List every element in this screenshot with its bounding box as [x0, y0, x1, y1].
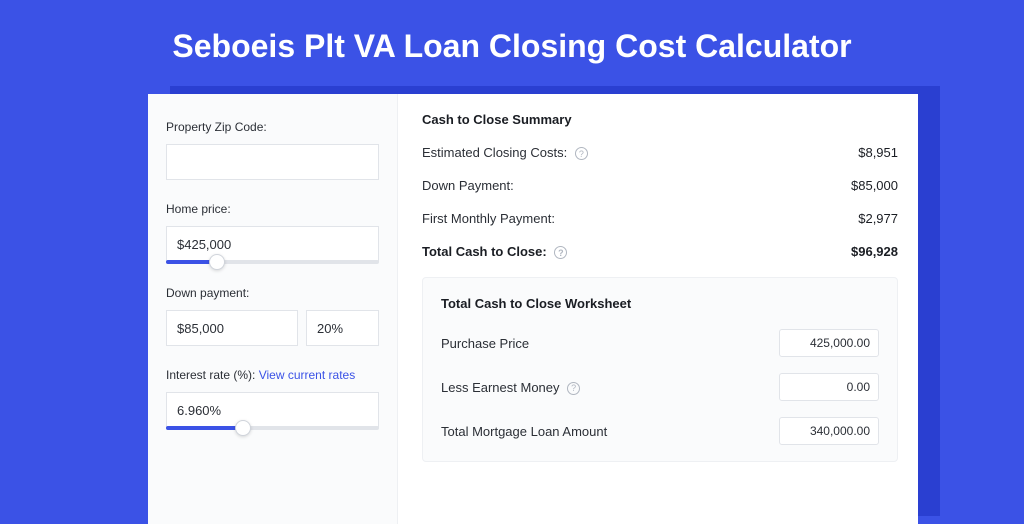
worksheet-value: 340,000.00 — [779, 417, 879, 445]
interest-rate-label: Interest rate (%): View current rates — [166, 368, 379, 382]
worksheet-value: 425,000.00 — [779, 329, 879, 357]
interest-rate-label-text: Interest rate (%): — [166, 368, 255, 382]
help-icon[interactable]: ? — [567, 382, 580, 395]
worksheet-title: Total Cash to Close Worksheet — [441, 296, 879, 311]
summary-row: Estimated Closing Costs: ? $8,951 — [422, 145, 898, 160]
summary-value: $8,951 — [858, 145, 898, 160]
page-title: Seboeis Plt VA Loan Closing Cost Calcula… — [0, 0, 1024, 89]
calculator-card: Property Zip Code: Home price: Down paym… — [148, 94, 918, 524]
zip-input[interactable] — [166, 144, 379, 180]
summary-total-row: Total Cash to Close: ? $96,928 — [422, 244, 898, 259]
down-payment-label: Down payment: — [166, 286, 379, 300]
interest-rate-input[interactable] — [166, 392, 379, 428]
zip-label: Property Zip Code: — [166, 120, 379, 134]
interest-rate-slider[interactable] — [166, 426, 379, 430]
results-panel: Cash to Close Summary Estimated Closing … — [398, 94, 918, 524]
zip-field-group: Property Zip Code: — [166, 120, 379, 180]
summary-row: Down Payment: $85,000 — [422, 178, 898, 193]
worksheet-panel: Total Cash to Close Worksheet Purchase P… — [422, 277, 898, 462]
interest-rate-slider-thumb[interactable] — [235, 420, 251, 436]
home-price-field-group: Home price: — [166, 202, 379, 264]
summary-total-value: $96,928 — [851, 244, 898, 259]
home-price-input[interactable] — [166, 226, 379, 262]
worksheet-label: Less Earnest Money — [441, 380, 560, 395]
down-payment-input[interactable] — [166, 310, 298, 346]
worksheet-row: Total Mortgage Loan Amount 340,000.00 — [441, 417, 879, 445]
worksheet-value: 0.00 — [779, 373, 879, 401]
worksheet-label: Total Mortgage Loan Amount — [441, 424, 607, 439]
summary-label: Estimated Closing Costs: — [422, 145, 567, 160]
summary-value: $85,000 — [851, 178, 898, 193]
summary-row: First Monthly Payment: $2,977 — [422, 211, 898, 226]
view-rates-link[interactable]: View current rates — [259, 368, 356, 382]
interest-rate-slider-fill — [166, 426, 243, 430]
summary-title: Cash to Close Summary — [422, 112, 898, 127]
home-price-slider[interactable] — [166, 260, 379, 264]
summary-label: Down Payment: — [422, 178, 514, 193]
summary-value: $2,977 — [858, 211, 898, 226]
summary-total-label: Total Cash to Close: — [422, 244, 547, 259]
input-panel: Property Zip Code: Home price: Down paym… — [148, 94, 398, 524]
home-price-label: Home price: — [166, 202, 379, 216]
worksheet-label: Purchase Price — [441, 336, 529, 351]
down-payment-pct-input[interactable] — [306, 310, 379, 346]
help-icon[interactable]: ? — [575, 147, 588, 160]
help-icon[interactable]: ? — [554, 246, 567, 259]
worksheet-row: Purchase Price 425,000.00 — [441, 329, 879, 357]
home-price-slider-thumb[interactable] — [209, 254, 225, 270]
worksheet-row: Less Earnest Money ? 0.00 — [441, 373, 879, 401]
summary-label: First Monthly Payment: — [422, 211, 555, 226]
interest-rate-field-group: Interest rate (%): View current rates — [166, 368, 379, 430]
down-payment-field-group: Down payment: — [166, 286, 379, 346]
